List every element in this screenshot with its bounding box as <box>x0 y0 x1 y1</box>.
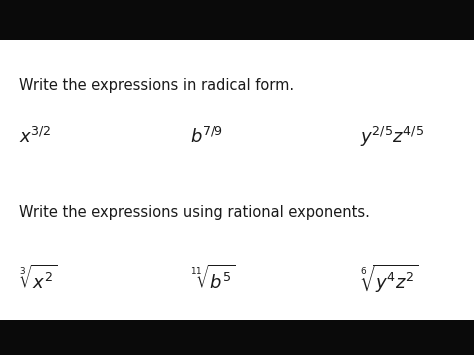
Bar <box>0 320 474 355</box>
Text: $\sqrt[6]{y^4z^2}$: $\sqrt[6]{y^4z^2}$ <box>360 262 419 295</box>
Text: $\sqrt[3]{x^2}$: $\sqrt[3]{x^2}$ <box>19 264 57 293</box>
Text: $b^{7/9}$: $b^{7/9}$ <box>190 127 222 147</box>
Text: $\sqrt[11]{b^5}$: $\sqrt[11]{b^5}$ <box>190 264 235 293</box>
Text: Write the expressions using rational exponents.: Write the expressions using rational exp… <box>19 206 370 220</box>
Text: Write the expressions in radical form.: Write the expressions in radical form. <box>19 78 294 93</box>
Bar <box>0 0 474 40</box>
Text: $x^{3/2}$: $x^{3/2}$ <box>19 127 52 147</box>
Text: $y^{2/5}z^{4/5}$: $y^{2/5}z^{4/5}$ <box>360 125 424 149</box>
